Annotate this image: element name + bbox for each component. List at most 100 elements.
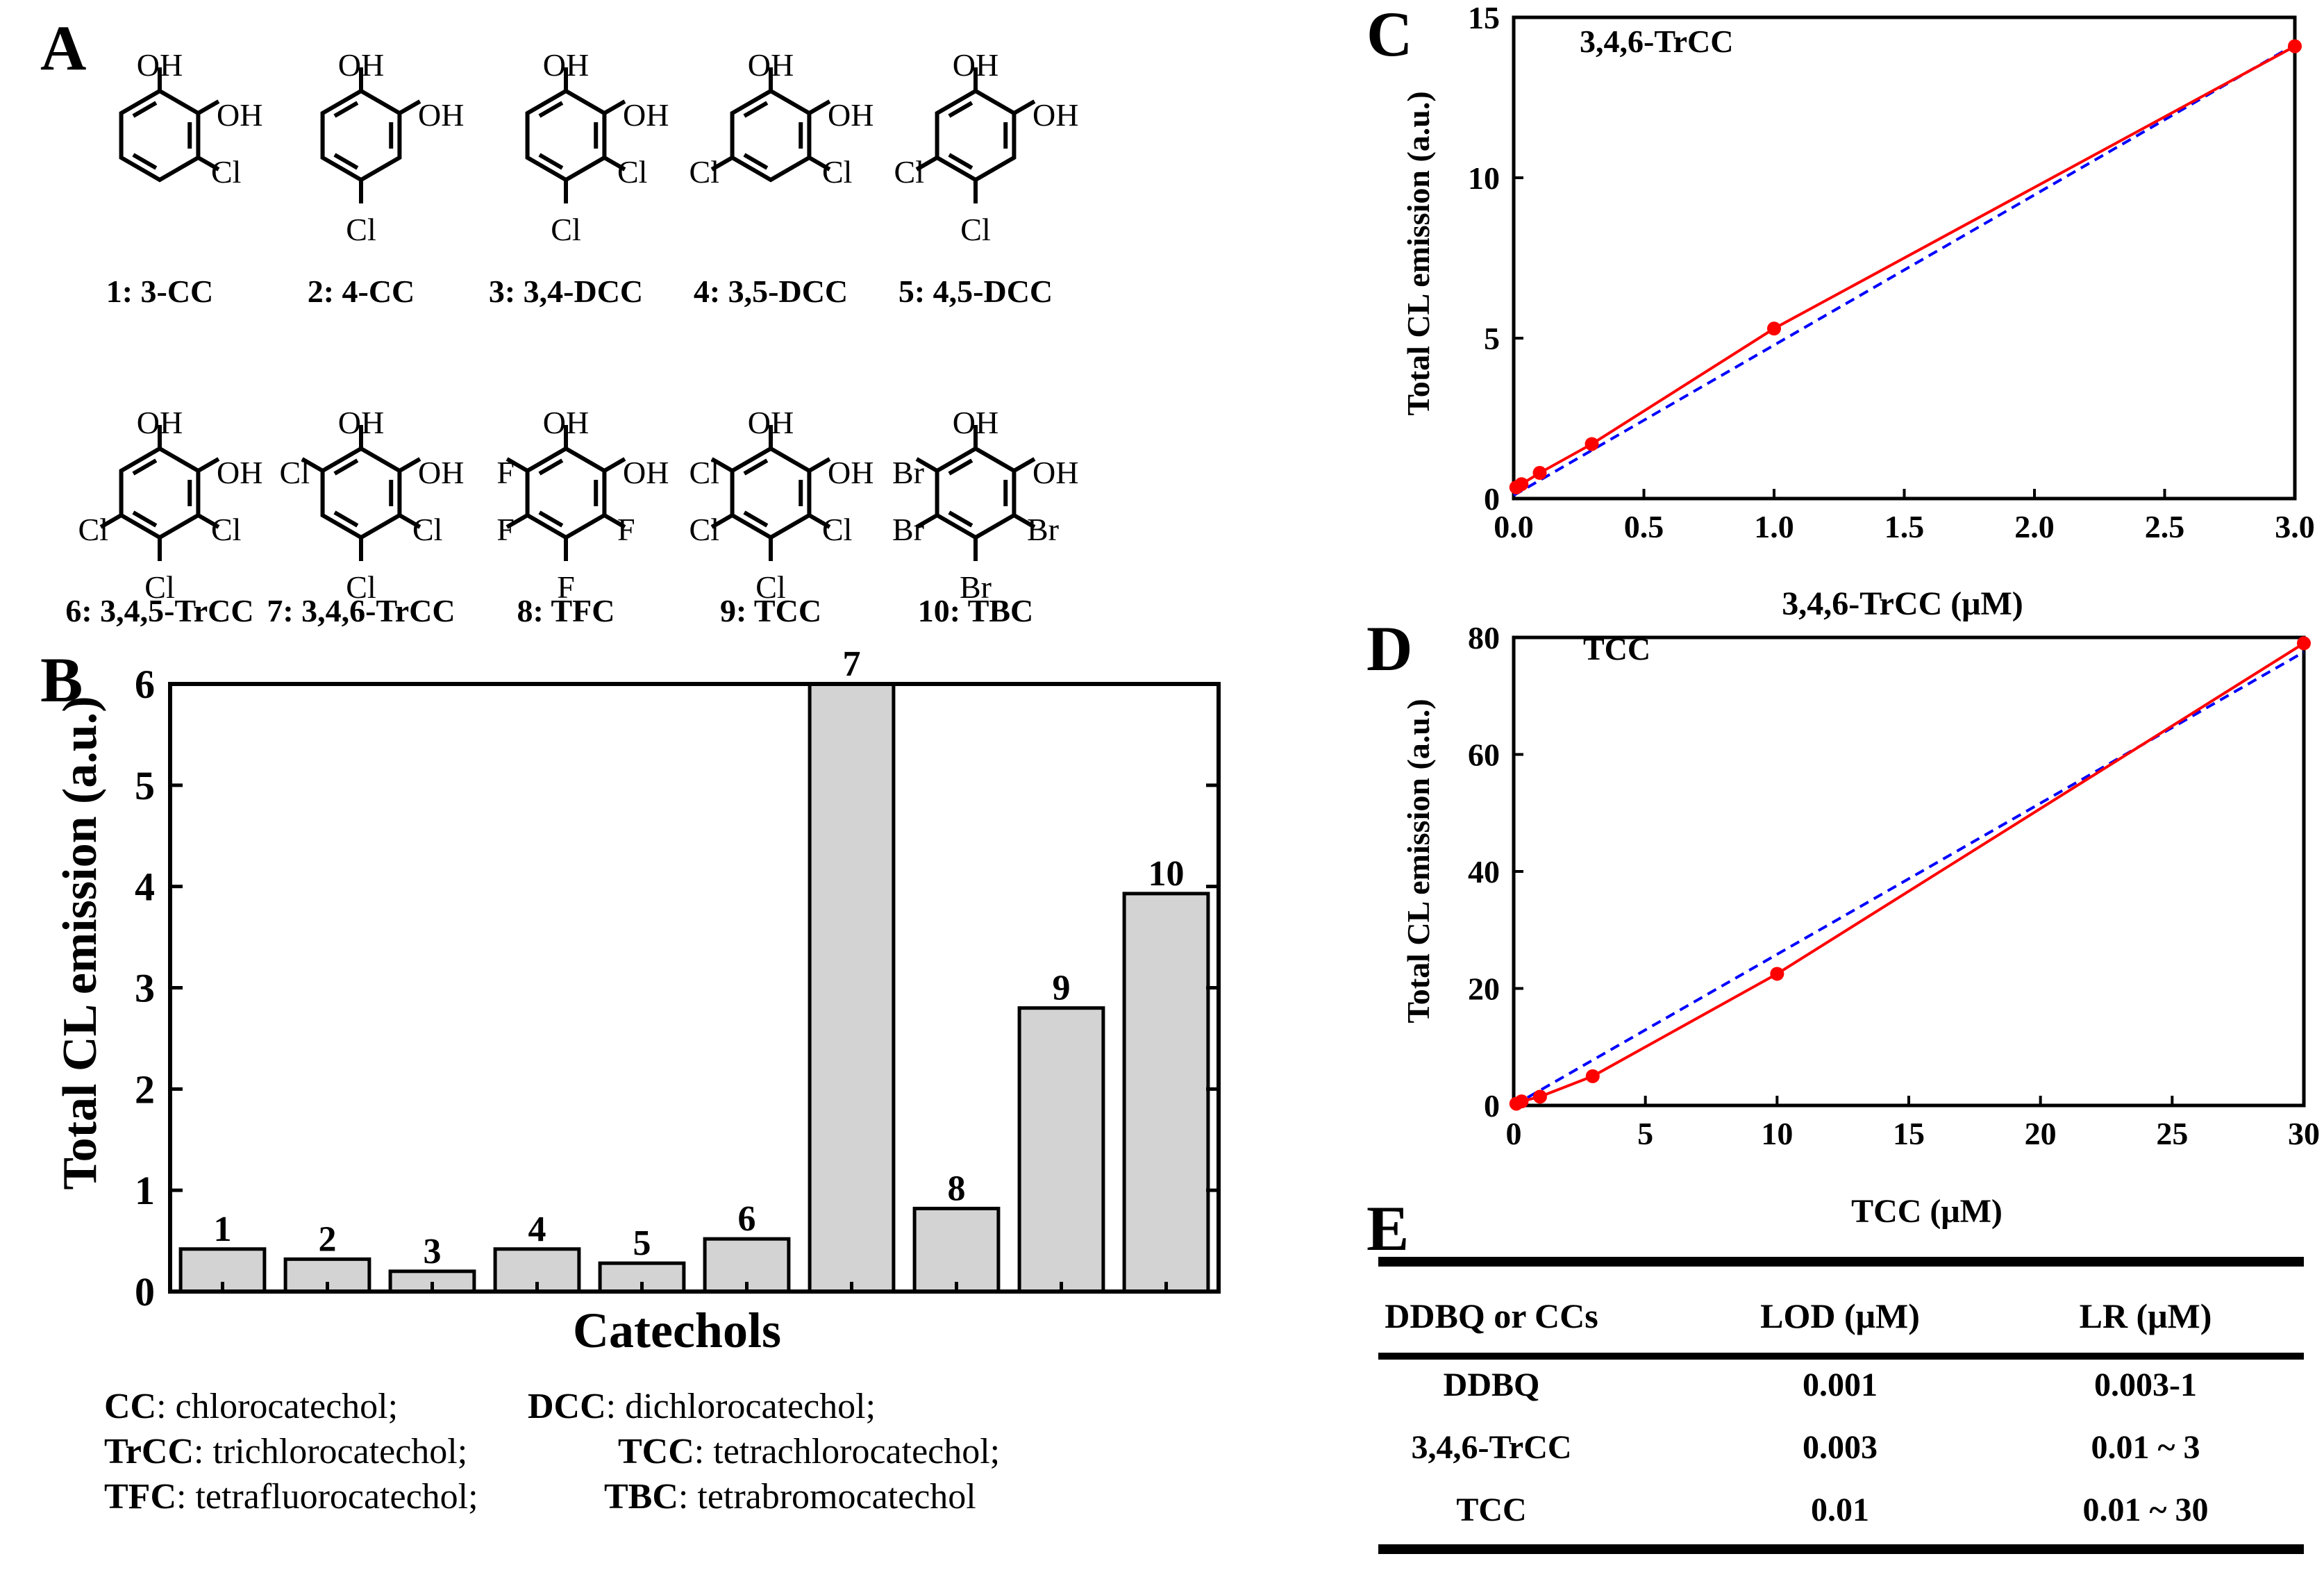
substituent-3: Cl [211,154,241,190]
molecule-4: Cl Cl OH OH [689,47,874,190]
legend-entry: TFC: tetrafluorocatechol; [104,1477,478,1517]
y-tick-label: 0 [135,1269,155,1314]
double-bond [743,101,769,118]
substituent-OH2: OH [828,455,873,490]
x-tick-label: 2.0 [2014,509,2055,544]
double-bond [538,510,564,528]
x-tick-label: 30 [2288,1116,2320,1151]
substituent-4: Cl [960,212,990,247]
substituent-bond [398,99,421,115]
substituent-5: Cl [894,154,924,190]
legend-abbr: TFC [104,1477,176,1517]
double-bond [948,458,973,476]
table-top-rule [1378,1257,2304,1267]
bar-value-label: 3 [424,1232,442,1271]
substituent-4: Cl [346,569,376,605]
molecule-9: Cl Cl Cl Cl OH OH [689,405,874,605]
molecule-2: Cl OH OH [320,47,464,247]
molecule-label: 1: 3-CC [106,274,214,309]
double-bond [132,510,158,528]
y-tick-label: 80 [1468,620,1500,655]
y-tick-label: 10 [1468,160,1500,196]
x-tick-label: 5 [1637,1116,1653,1151]
molecule-7: Cl Cl Cl OH OH [280,405,465,605]
substituent-3: Br [1027,512,1059,547]
substituent-OH2: OH [217,455,262,490]
data-series-line [1515,642,2305,1105]
benzene-ring [730,446,812,540]
data-point [1514,477,1529,492]
table-bottom-rule [1378,1544,2304,1554]
legend-abbr: TBC [604,1477,678,1517]
substituent-OH2: OH [418,97,464,133]
table-cell: 0.001 [1803,1367,1878,1403]
legend-abbr: DCC [528,1387,606,1426]
substituent-bond [915,156,939,172]
linear-fit-line [1513,43,2296,497]
substituent-5: Cl [78,512,108,547]
legend-desc: : tetrachlorocatechol; [694,1432,1000,1471]
double-bond [743,510,769,528]
substituent-bond [710,156,734,172]
substituent-OH2: OH [418,455,464,490]
substituent-OH2: OH [828,97,873,133]
double-bond [538,458,564,476]
y-tick-label: 15 [1468,0,1500,35]
substituent-bond [1012,99,1036,115]
substituent-4: Cl [346,212,376,247]
molecule-6: Cl Cl Cl OH OH [78,405,263,605]
substituent-4: Cl [755,569,785,605]
substituent-3: Cl [211,512,241,547]
x-tick-label: 0 [1506,1116,1522,1151]
substituent-bond [603,99,626,115]
table-cell: 0.01 [1811,1492,1869,1528]
x-tick-label: 20 [2025,1116,2057,1151]
legend-entry: TCC: tetrachlorocatechol; [618,1432,1000,1471]
table-header-cell: LOD (μM) [1760,1296,1920,1335]
molecule-label: 9: TCC [720,593,821,628]
y-tick-label: 0 [1484,1088,1500,1124]
substituent-6: Cl [280,455,310,490]
legend-desc: : chlorocatechol; [156,1387,398,1426]
table-cell: TCC [1456,1492,1526,1528]
panel-e-letter: E [1366,1193,1409,1264]
molecule-label: 10: TBC [918,593,1034,628]
table-cell: 0.003-1 [2094,1367,2197,1403]
table-cell: 0.01 ~ 3 [2091,1429,2200,1466]
bar-value-label: 5 [633,1224,651,1263]
double-bond [132,101,158,118]
bar [1122,892,1210,1294]
panel-d-letter: D [1366,613,1412,684]
double-bond [333,458,359,476]
molecule-label: 2: 4-CC [308,274,415,309]
substituent-bond [505,457,529,473]
data-point [1532,1089,1547,1104]
substituent-bond [603,513,626,529]
substituent-bond [197,156,220,172]
substituent-bond [197,513,220,529]
molecule-5: Cl Cl OH OH [894,47,1079,247]
x-tick-label: 10 [1761,1116,1793,1151]
x-tick-label: 1.5 [1884,509,1925,544]
legend-entry: TrCC: trichlorocatechol; [104,1432,467,1471]
benzene-ring [119,446,201,540]
double-bond [538,101,564,118]
substituent-OH2: OH [623,97,669,133]
data-point [2297,636,2311,651]
legend-abbr: CC [104,1387,156,1426]
benzene-ring [935,446,1017,540]
table-header-rule [1378,1353,2304,1360]
bar-value-label: 7 [843,644,861,684]
y-tick-label: 6 [135,662,155,707]
substituent-OH1: OH [748,405,794,440]
legend-desc: : trichlorocatechol; [194,1432,467,1471]
bar-value-label: 8 [948,1169,966,1208]
substituent-5: Br [892,512,924,547]
bar-chart-axes: 0 1 2 3 4 5 6 [135,662,1221,1314]
bar-chart-y-label: Total CL emission (a.u.) [53,696,107,1189]
y-tick-label: 1 [135,1168,155,1213]
x-tick-label: 3.0 [2275,509,2315,544]
double-bond [132,458,158,476]
